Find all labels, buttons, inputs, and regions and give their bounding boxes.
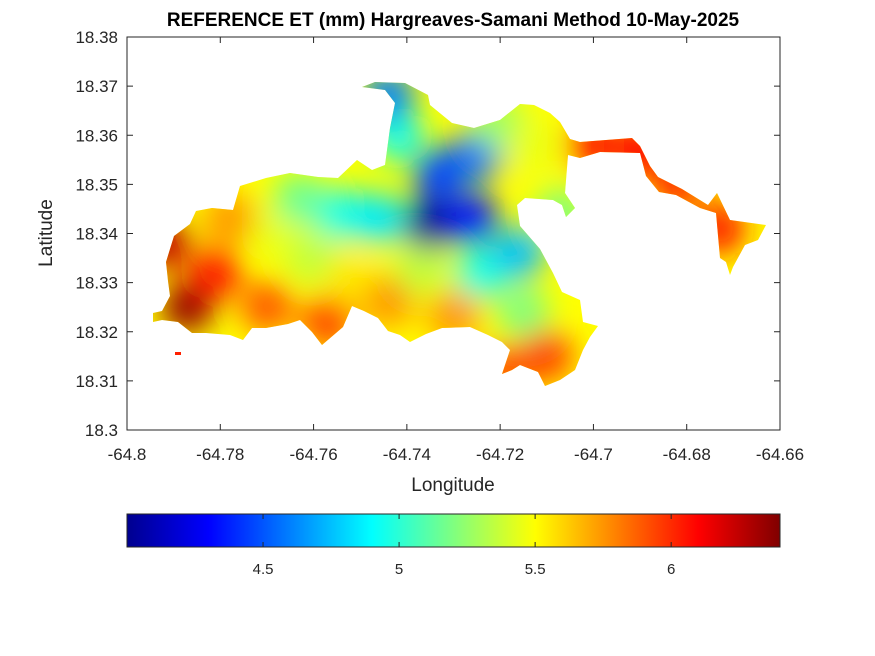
x-tick-label: -64.66 [756, 445, 804, 464]
field-sample-10 [324, 251, 377, 304]
x-tick-label: -64.7 [574, 445, 613, 464]
field-sample-11 [352, 192, 405, 245]
x-tick-label: -64.74 [383, 445, 431, 464]
et-contour-field [153, 82, 766, 386]
y-tick-label: 18.31 [75, 372, 118, 391]
x-tick-label: -64.72 [476, 445, 524, 464]
field-sample-18 [427, 291, 480, 344]
field-sample-29 [567, 119, 620, 172]
x-tick-label: -64.8 [108, 445, 147, 464]
field-sample-31 [651, 158, 704, 211]
colorbar-ticks: 4.5 5 5.5 6 [253, 514, 675, 578]
y-tick-label: 18.38 [75, 28, 118, 47]
x-tick-label: -64.78 [196, 445, 244, 464]
field-sample-25 [497, 286, 550, 339]
small-islet [175, 352, 181, 355]
x-tick-label: -64.76 [289, 445, 337, 464]
field-sample-1 [161, 281, 214, 334]
y-tick-label: 18.37 [75, 77, 118, 96]
field-sample-27 [520, 330, 573, 383]
colorbar [126, 513, 781, 548]
field-sample-0 [153, 217, 191, 270]
field-sample-3 [203, 192, 256, 245]
colorbar-tick-label: 5.5 [525, 561, 546, 578]
y-axis-label: Latitude [36, 199, 57, 267]
chart-title: REFERENCE ET (mm) Hargreaves-Samani Meth… [167, 10, 740, 31]
y-tick-label: 18.33 [75, 274, 118, 293]
x-tick-label: -64.68 [663, 445, 711, 464]
x-axis: -64.8 -64.78 -64.76 -64.74 -64.72 -64.7 -64.68… [108, 37, 804, 464]
x-axis-label: Longitude [411, 475, 494, 496]
field-sample-6 [273, 173, 326, 226]
field-sample-19 [446, 192, 499, 245]
colorbar-tick-label: 5 [395, 561, 403, 578]
field-sample-16 [404, 197, 457, 250]
y-tick-label: 18.35 [75, 175, 118, 194]
field-sample-15 [394, 241, 447, 294]
y-axis: 18.3 18.31 18.32 18.33 18.34 18.35 18.36 18.37 1… [75, 28, 780, 440]
y-tick-label: 18.34 [75, 225, 118, 244]
field-sample-26 [506, 119, 559, 172]
y-tick-label: 18.36 [75, 126, 118, 145]
field-sample-14 [362, 82, 415, 122]
field-sample-24 [492, 227, 545, 280]
y-tick-label: 18.32 [75, 323, 118, 342]
field-sample-4 [240, 281, 293, 334]
colorbar-tick-label: 6 [667, 561, 675, 578]
field-sample-30 [614, 123, 667, 176]
colorbar-tick-label: 4.5 [253, 561, 274, 578]
field-sample-2 [189, 246, 242, 299]
field-sample-32 [693, 202, 746, 255]
field-sample-28 [534, 187, 587, 240]
field-sample-8 [301, 295, 354, 348]
field-sample-12 [362, 276, 415, 329]
y-tick-label: 18.3 [85, 421, 118, 440]
